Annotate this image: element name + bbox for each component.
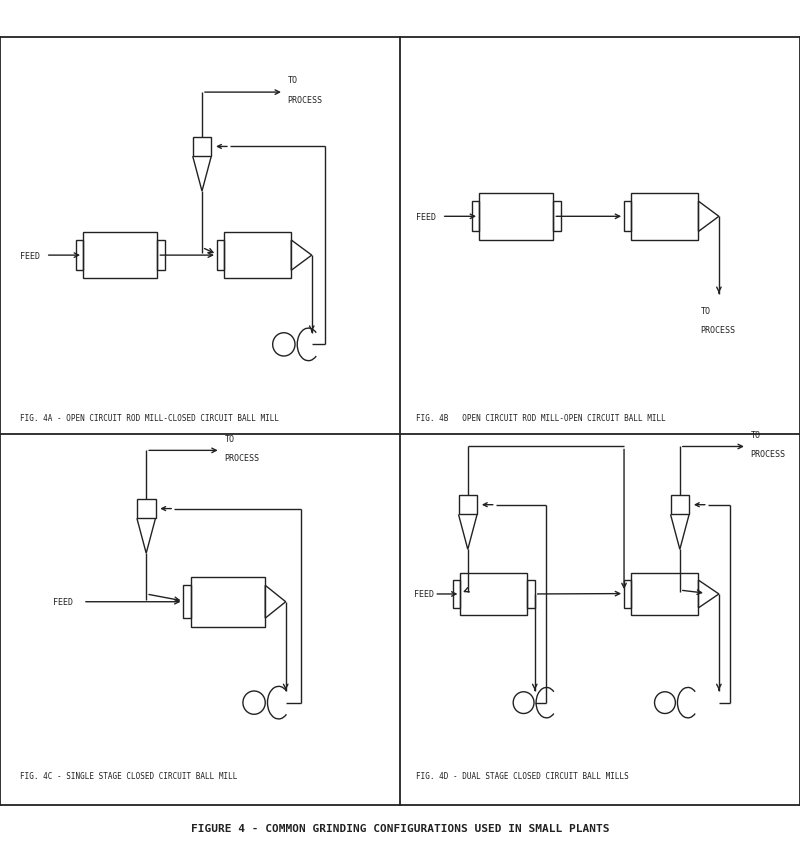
Text: TO: TO xyxy=(224,434,234,443)
Bar xyxy=(158,241,165,271)
Bar xyxy=(631,573,698,616)
Bar xyxy=(624,202,631,232)
Bar xyxy=(453,580,460,608)
Text: FIG. 4C - SINGLE STAGE CLOSED CIRCUIT BALL MILL: FIG. 4C - SINGLE STAGE CLOSED CIRCUIT BA… xyxy=(20,771,237,780)
Text: PROCESS: PROCESS xyxy=(700,325,735,335)
Bar xyxy=(471,202,479,232)
Text: PROCESS: PROCESS xyxy=(224,453,259,463)
Bar xyxy=(217,241,224,271)
Text: FEED: FEED xyxy=(414,590,434,599)
Bar xyxy=(631,193,698,240)
Bar xyxy=(527,580,534,608)
Text: FIG. 4D - DUAL STAGE CLOSED CIRCUIT BALL MILLS: FIG. 4D - DUAL STAGE CLOSED CIRCUIT BALL… xyxy=(416,771,629,780)
Text: FIG. 4A - OPEN CIRCUIT ROD MILL-CLOSED CIRCUIT BALL MILL: FIG. 4A - OPEN CIRCUIT ROD MILL-CLOSED C… xyxy=(20,413,278,423)
Bar xyxy=(193,137,211,157)
Bar xyxy=(83,233,158,279)
Text: TO: TO xyxy=(700,306,710,315)
Bar xyxy=(224,233,291,279)
Bar xyxy=(137,499,155,519)
Bar xyxy=(458,495,477,515)
Text: TO: TO xyxy=(287,76,298,85)
Bar xyxy=(624,580,631,608)
Bar xyxy=(75,241,83,271)
Bar xyxy=(670,495,689,515)
Bar xyxy=(460,573,527,616)
Text: FEED: FEED xyxy=(20,251,40,261)
Bar xyxy=(183,585,191,619)
Text: TO: TO xyxy=(750,430,761,440)
Text: FEED: FEED xyxy=(53,597,74,607)
Text: FEED: FEED xyxy=(416,212,436,222)
Bar xyxy=(479,193,554,240)
Bar xyxy=(554,202,561,232)
Text: PROCESS: PROCESS xyxy=(287,95,322,105)
Text: FIG. 4B   OPEN CIRCUIT ROD MILL-OPEN CIRCUIT BALL MILL: FIG. 4B OPEN CIRCUIT ROD MILL-OPEN CIRCU… xyxy=(416,413,666,423)
Bar xyxy=(191,577,266,627)
Text: FIGURE 4 - COMMON GRINDING CONFIGURATIONS USED IN SMALL PLANTS: FIGURE 4 - COMMON GRINDING CONFIGURATION… xyxy=(190,823,610,833)
Text: PROCESS: PROCESS xyxy=(750,450,786,458)
